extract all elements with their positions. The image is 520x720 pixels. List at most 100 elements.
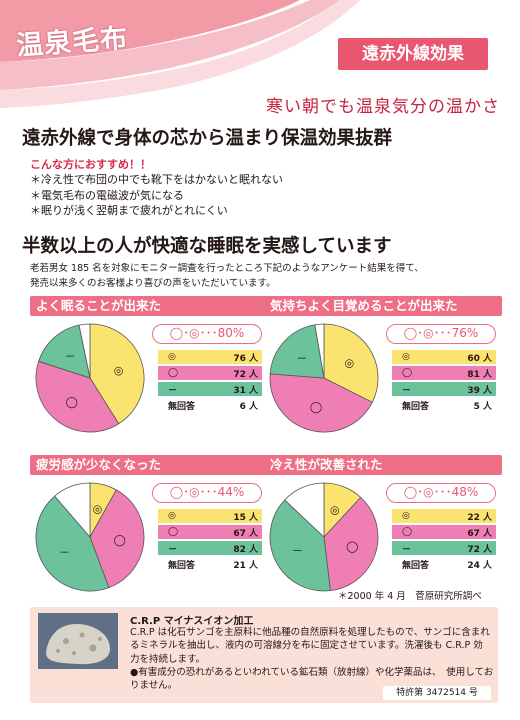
recommend-list: ＊冷え性で布団の中でも靴下をはかないと眠れない ＊電気毛布の電磁波が気になる ＊… xyxy=(30,172,283,219)
legend-symbol: 無回答 xyxy=(402,560,430,571)
legend: ◎ 22 人 ◯ 67 人 － 72 人無回答 24 人 xyxy=(392,509,496,573)
pie-slice-label: － xyxy=(65,350,76,363)
pie-slice xyxy=(54,482,91,539)
legend-row: ◯ 67 人 xyxy=(158,525,262,539)
legend-row: － 31 人 xyxy=(158,382,262,396)
summary-badge: ◯･◎･･･48% xyxy=(386,483,496,503)
pie-slice xyxy=(269,373,373,433)
recommend-title: こんな方におすすめ！！ xyxy=(30,158,151,171)
legend-symbol: ◎ xyxy=(402,352,410,362)
pie-slice xyxy=(269,499,331,592)
legend-row: － 39 人 xyxy=(392,382,496,396)
pie-slice xyxy=(89,489,145,589)
legend-row: 無回答 24 人 xyxy=(392,557,496,571)
legend-symbol: ◎ xyxy=(168,352,176,362)
legend: ◎ 76 人 ◯ 72 人 － 31 人無回答 6 人 xyxy=(158,350,262,414)
card-title: 気持ちよく目覚めることが出来た xyxy=(264,296,502,316)
header-wave-graphic xyxy=(0,0,360,108)
pie-slice-label: － xyxy=(59,546,70,559)
legend-row: ◎ 60 人 xyxy=(392,350,496,364)
legend-symbol: ◎ xyxy=(402,511,410,521)
survey-intro: 老若男女 185 名を対象にモニター調査を行ったところ下記のようなアンケート結果… xyxy=(30,261,500,291)
legend-value: 81 人 xyxy=(467,369,492,380)
pie-slice-label: ◎ xyxy=(330,503,340,516)
headline-survey: 半数以上の人が快適な睡眠を実感しています xyxy=(22,236,392,257)
legend-symbol: 無回答 xyxy=(168,560,196,571)
legend-row: ◯ 81 人 xyxy=(392,366,496,380)
pie-slice xyxy=(269,324,325,379)
legend-value: 21 人 xyxy=(233,560,258,571)
legend-symbol: 無回答 xyxy=(168,401,196,412)
intro-line: 発売以来多くのお客様より喜びの声をいただいています。 xyxy=(30,278,276,289)
legend-row: ◯ 67 人 xyxy=(392,525,496,539)
legend-symbol: ◯ xyxy=(168,527,179,537)
pie-slice-label: ◯ xyxy=(310,401,322,414)
legend-row: ◎ 22 人 xyxy=(392,509,496,523)
logo: 温泉毛布 xyxy=(15,23,130,62)
headline-main: 遠赤外線で身体の芯から温まり保温効果抜群 xyxy=(22,128,393,149)
pie-slice xyxy=(78,323,91,379)
recommend-item: ＊冷え性で布団の中でも靴下をはかないと眠れない xyxy=(30,173,283,186)
summary-badge: ◯･◎･･･80% xyxy=(152,324,262,344)
source-note: ＊2000 年 4 月 菅原研究所調べ xyxy=(338,591,482,602)
pie-slice-label: ◯ xyxy=(346,540,358,553)
legend-value: 76 人 xyxy=(233,353,258,364)
crp-safety-note: ●有害成分の恐れがあるといわれている鉱石類（放射線）や化学薬品は、 使用しており… xyxy=(130,667,494,692)
legend-value: 22 人 xyxy=(467,512,492,523)
pie-slice-label: ◎ xyxy=(344,356,354,369)
pie-slice-label: ◯ xyxy=(66,395,78,408)
tagline: 寒い朝でも温泉気分の温かさ xyxy=(266,97,500,117)
legend-value: 72 人 xyxy=(467,544,492,555)
legend-value: 24 人 xyxy=(467,560,492,571)
recommend-item: ＊眠りが浅く翌朝まで疲れがとれにくい xyxy=(30,204,228,217)
pie-slice-label: － xyxy=(297,352,308,365)
recommend-item: ＊電気毛布の電磁波が気になる xyxy=(30,188,184,202)
intro-line: 老若男女 185 名を対象にモニター調査を行ったところ下記のようなアンケート結果… xyxy=(30,263,424,274)
legend-value: 5 人 xyxy=(473,401,492,412)
crp-description: C.R.P は化石サンゴを主原料に他品種の自然原料を処理したもので、サンゴに含ま… xyxy=(130,627,490,665)
crp-title: C.R.P マイナスイオン加工 xyxy=(130,616,254,627)
header: 温泉毛布 遠赤外線効果 寒い朝でも温泉気分の温かさ xyxy=(0,0,520,125)
pie-chart: ◎ ◯ － xyxy=(269,482,379,592)
legend-symbol: － xyxy=(402,385,412,396)
pie-slice-label: ◯ xyxy=(113,533,125,546)
card-title: 冷え性が改善された xyxy=(264,455,502,475)
legend-symbol: 無回答 xyxy=(402,401,430,412)
legend-row: － 82 人 xyxy=(158,541,262,555)
legend-value: 6 人 xyxy=(239,401,258,412)
coral-stone-image xyxy=(38,613,118,669)
summary-badge: ◯･◎･･･44% xyxy=(152,483,262,503)
pie-slice xyxy=(323,496,379,592)
legend-value: 60 人 xyxy=(467,353,492,364)
legend: ◎ 60 人 ◯ 81 人 － 39 人無回答 5 人 xyxy=(392,350,496,414)
legend-value: 82 人 xyxy=(233,544,258,555)
legend-row: 無回答 21 人 xyxy=(158,557,262,571)
survey-card-sleep: よく眠ることが出来た ◎ ◯ － ◯･◎･･･80% ◎ 76 人 ◯ 72 人 － 31 人… xyxy=(30,296,268,446)
pie-slice-label: ◎ xyxy=(93,502,103,515)
legend-symbol: － xyxy=(168,544,178,555)
survey-card-fatigue: 疲労感が少なくなった ◎ ◯ － ◯･◎･･･44% ◎ 15 人 ◯ 67 人 － 82 人… xyxy=(30,455,268,605)
patent-number: 特許第 3472514 号 xyxy=(383,686,491,700)
legend-symbol: ◯ xyxy=(168,368,179,378)
legend: ◎ 15 人 ◯ 67 人 － 82 人無回答 21 人 xyxy=(158,509,262,573)
pie-slice xyxy=(35,495,110,592)
legend-value: 15 人 xyxy=(233,512,258,523)
legend-symbol: － xyxy=(168,385,178,396)
card-title: 疲労感が少なくなった xyxy=(30,455,268,475)
card-title: よく眠ることが出来た xyxy=(30,296,268,316)
pie-slice-label: ◎ xyxy=(114,364,124,377)
survey-card-wake: 気持ちよく目覚めることが出来た ◎ ◯ － ◯･◎･･･76% ◎ 60 人 ◯ 81 人… xyxy=(264,296,502,446)
legend-row: 無回答 6 人 xyxy=(158,398,262,412)
pie-slice xyxy=(38,324,91,379)
survey-card-cold: 冷え性が改善された ◎ ◯ － ◯･◎･･･48% ◎ 22 人 ◯ 67 人 － 72 人無… xyxy=(264,455,502,605)
legend-symbol: ◯ xyxy=(402,527,413,537)
legend-symbol: － xyxy=(402,544,412,555)
legend-value: 31 人 xyxy=(233,385,258,396)
crp-info-box: C.R.P マイナスイオン加工 C.R.P は化石サンゴを主原料に他品種の自然原… xyxy=(30,607,498,703)
pie-slice xyxy=(323,323,379,403)
legend-value: 72 人 xyxy=(233,369,258,380)
legend-row: － 72 人 xyxy=(392,541,496,555)
legend-row: ◯ 72 人 xyxy=(158,366,262,380)
legend-symbol: ◯ xyxy=(402,368,413,378)
pie-slice xyxy=(35,360,120,433)
